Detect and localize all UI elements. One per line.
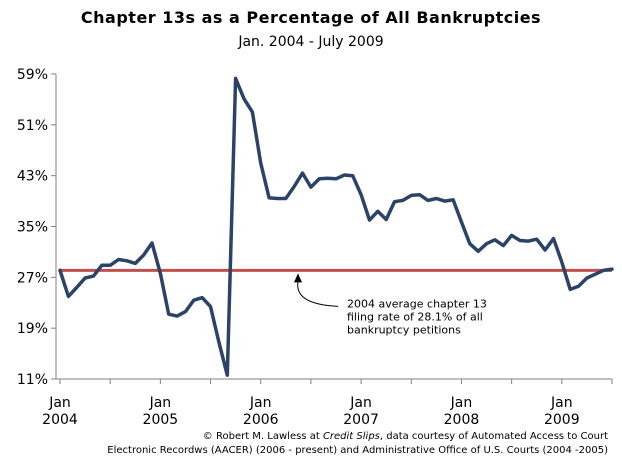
series-line-chapter13-share [58, 76, 614, 377]
annotation-text-line: filing rate of 28.1% of all [347, 310, 483, 323]
x-tick-label: Jan 2004 [42, 395, 78, 428]
annotation-text-line: 2004 average chapter 13 [347, 297, 487, 310]
x-tick-label: Jan 2008 [444, 395, 480, 428]
y-tick-label: 51% [17, 118, 48, 134]
y-tick-label: 43% [17, 169, 48, 185]
annotation-text-line: bankruptcy petitions [347, 323, 461, 336]
x-tick-label: Jan 2009 [544, 395, 580, 428]
y-tick-label: 59% [17, 67, 48, 83]
annotation-arrowhead [294, 273, 302, 283]
credit-line-1: © Robert M. Lawless at Credit Slips, dat… [202, 431, 608, 442]
chart-subtitle: Jan. 2004 - July 2009 [238, 34, 384, 50]
y-axis-ticks: 59% 51% 43% 35% 27% 19% 11% [17, 67, 56, 388]
y-tick-label: 27% [17, 270, 48, 286]
x-axis-ticks: Jan 2004 Jan 2005 Jan 2006 Jan 2007 Jan 2008 Jan 20… [42, 379, 613, 428]
annotation-arrow [297, 281, 339, 307]
x-tick-label: Jan 2006 [243, 395, 279, 428]
y-tick-label: 35% [17, 220, 48, 236]
y-tick-label: 11% [17, 372, 48, 388]
data-series [58, 76, 614, 377]
x-tick-label: Jan 2005 [143, 395, 179, 428]
source-credit: © Robert M. Lawless at Credit Slips, dat… [8, 430, 608, 458]
chart-title: Chapter 13s as a Percentage of All Bankr… [80, 8, 542, 27]
x-tick-label: Jan 2007 [343, 395, 379, 428]
credit-line-2: Electronic Recordws (AACER) (2006 - pres… [107, 445, 608, 456]
y-tick-label: 19% [17, 321, 48, 337]
axes [55, 74, 612, 380]
